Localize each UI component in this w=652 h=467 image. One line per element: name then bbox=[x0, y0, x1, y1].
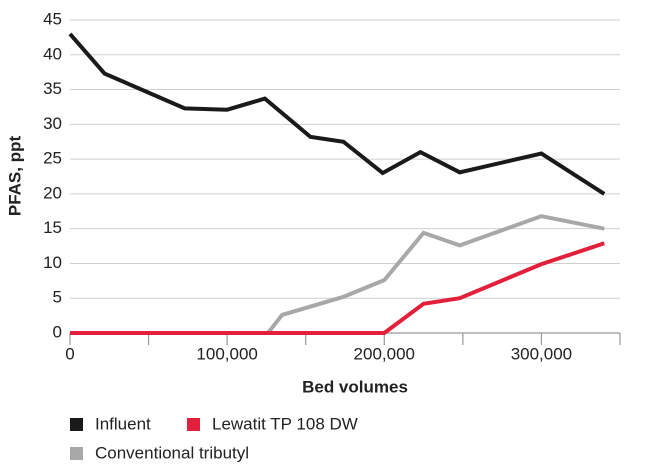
legend-label: Conventional tributyl bbox=[95, 443, 249, 462]
legend-swatch bbox=[187, 418, 200, 431]
y-tick-label: 15 bbox=[43, 218, 62, 237]
y-tick-label: 10 bbox=[43, 253, 62, 272]
x-tick-label: 0 bbox=[65, 344, 74, 363]
series-line bbox=[68, 32, 606, 196]
y-axis-label: PFAS, ppt bbox=[5, 136, 24, 217]
x-tick-label: 100,000 bbox=[196, 344, 257, 363]
legend-label: Lewatit TP 108 DW bbox=[212, 414, 358, 433]
legend-swatch bbox=[70, 447, 83, 460]
y-tick-label: 35 bbox=[43, 79, 62, 98]
y-tick-label: 45 bbox=[43, 9, 62, 28]
x-tick-label: 300,000 bbox=[511, 344, 572, 363]
x-axis-label: Bed volumes bbox=[302, 377, 408, 396]
series-line bbox=[70, 214, 605, 335]
legend-label: Influent bbox=[95, 414, 151, 433]
y-tick-label: 30 bbox=[43, 114, 62, 133]
y-tick-label: 25 bbox=[43, 149, 62, 168]
series-line bbox=[70, 241, 605, 335]
y-tick-label: 0 bbox=[53, 322, 62, 341]
x-tick-label: 200,000 bbox=[354, 344, 415, 363]
y-tick-label: 5 bbox=[53, 288, 62, 307]
legend-swatch bbox=[70, 418, 83, 431]
y-tick-label: 40 bbox=[43, 44, 62, 63]
y-tick-label: 20 bbox=[43, 183, 62, 202]
